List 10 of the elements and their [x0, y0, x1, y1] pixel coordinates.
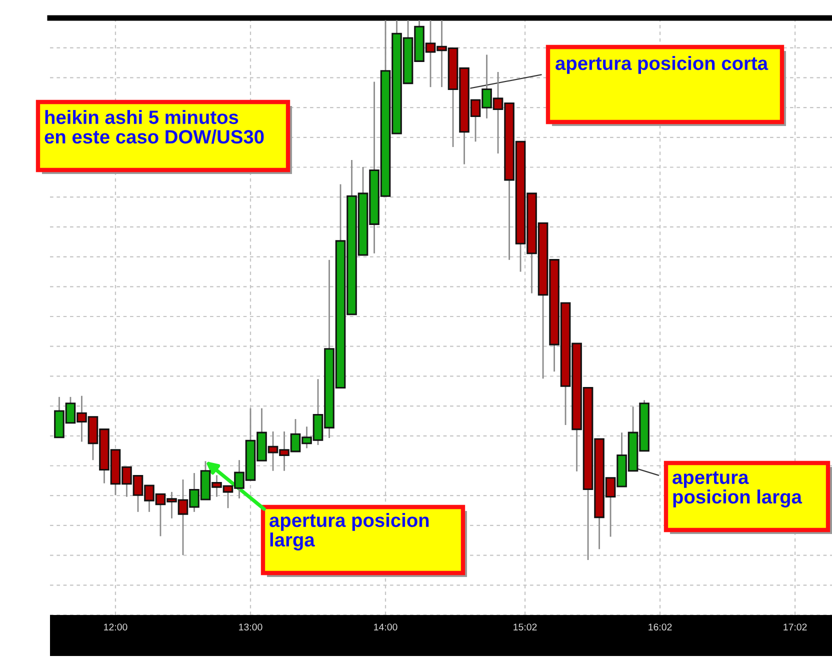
annotation: apertura posicion larga [672, 471, 802, 508]
x-tick-label: 15:02 [514, 624, 537, 630]
annotation: apertura posicion corta [556, 56, 768, 74]
x-tick-label: 16:02 [648, 624, 672, 630]
annotation: apertura posicion larga [270, 513, 429, 550]
x-tick-label: 12:00 [104, 624, 128, 630]
annotation: heikin ashi 5 minutos en este caso DOW/US30 [44, 110, 264, 144]
x-tick-label: 17:02 [784, 624, 807, 630]
x-tick-label: 13:00 [239, 624, 262, 630]
x-tick-label: 14:00 [374, 624, 398, 630]
